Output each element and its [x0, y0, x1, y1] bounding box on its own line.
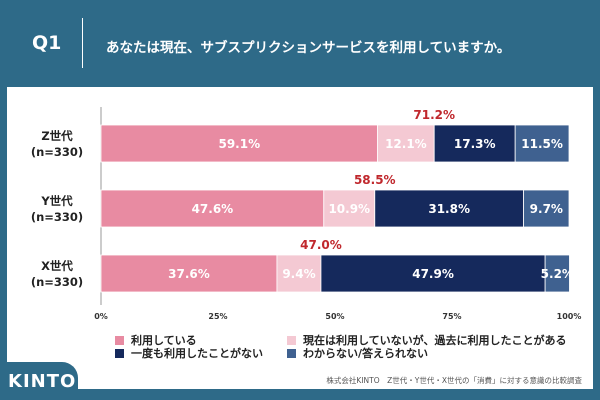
bar-segment	[377, 124, 435, 163]
category-label: (n=330)	[31, 145, 83, 159]
bar-segment	[100, 254, 278, 293]
legend-label: 一度も利用したことがない	[131, 347, 263, 360]
bar-segment	[544, 254, 570, 293]
data-label: 37.6%	[168, 267, 210, 281]
bar-segment	[100, 189, 325, 228]
category-label: (n=330)	[31, 210, 83, 224]
kinto-logo: KINTO	[0, 362, 78, 400]
legend-item-2: 一度も利用したことがない	[115, 345, 263, 361]
source-note: 株式会社KINTO Z世代・Y世代・X世代の「消費」に対する意識の比較調査	[326, 376, 582, 385]
category-label: X世代	[41, 259, 73, 273]
legend-item-0: 利用している	[115, 332, 197, 348]
legend-label: 利用している	[131, 334, 197, 347]
data-label: 11.5%	[521, 137, 563, 151]
divider	[82, 18, 83, 68]
data-label: 9.7%	[530, 202, 563, 216]
category-label: Z世代	[41, 129, 73, 143]
bar-segment	[433, 124, 516, 163]
x-tick-label: 100%	[557, 312, 582, 321]
legend-swatch	[287, 335, 296, 345]
x-tick-label: 0%	[94, 312, 108, 321]
question-text: あなたは現在、サブスプリクションサービスを利用していますか。	[106, 40, 511, 56]
x-tick-label: 50%	[325, 312, 344, 321]
category-label: Y世代	[40, 194, 73, 208]
category-label: (n=330)	[31, 275, 83, 289]
data-label: 5.2%	[541, 267, 574, 281]
data-label: 10.9%	[328, 202, 370, 216]
legend-swatch	[115, 335, 124, 345]
legend-swatch	[287, 348, 296, 358]
total-label: 58.5%	[354, 173, 396, 187]
legend-item-3: わからない/答えられない	[287, 345, 428, 361]
legend-label: わからない/答えられない	[303, 347, 429, 360]
total-label: 47.0%	[300, 238, 342, 252]
data-label: 17.3%	[454, 137, 496, 151]
bar-segment	[320, 254, 546, 293]
bar-segment	[514, 124, 570, 163]
legend-label: 現在は利用していないが、過去に利用したことがある	[303, 334, 567, 347]
legend-item-1: 現在は利用していないが、過去に利用したことがある	[287, 332, 566, 348]
data-label: 47.6%	[192, 202, 234, 216]
data-label: 31.8%	[428, 202, 470, 216]
x-tick-label: 75%	[442, 312, 461, 321]
data-label: 12.1%	[385, 137, 427, 151]
bar-segment	[100, 124, 378, 163]
question-number: Q1	[32, 32, 62, 54]
data-label: 47.9%	[412, 267, 454, 281]
data-label: 59.1%	[218, 137, 260, 151]
bar-segment	[276, 254, 322, 293]
bar-segment	[323, 189, 376, 228]
bar-segment	[523, 189, 570, 228]
legend-swatch	[115, 348, 124, 358]
total-label: 71.2%	[413, 108, 455, 122]
data-label: 9.4%	[282, 267, 315, 281]
chart-panel: 0% 25% 50% 75% 100% Z世代 (n=330) 59.1% 12.1% 17.3%…	[7, 87, 593, 389]
stacked-bar-chart: 0% 25% 50% 75% 100% Z世代 (n=330) 59.1% 12.1% 17.3%…	[31, 107, 582, 321]
x-tick-label: 25%	[208, 312, 227, 321]
